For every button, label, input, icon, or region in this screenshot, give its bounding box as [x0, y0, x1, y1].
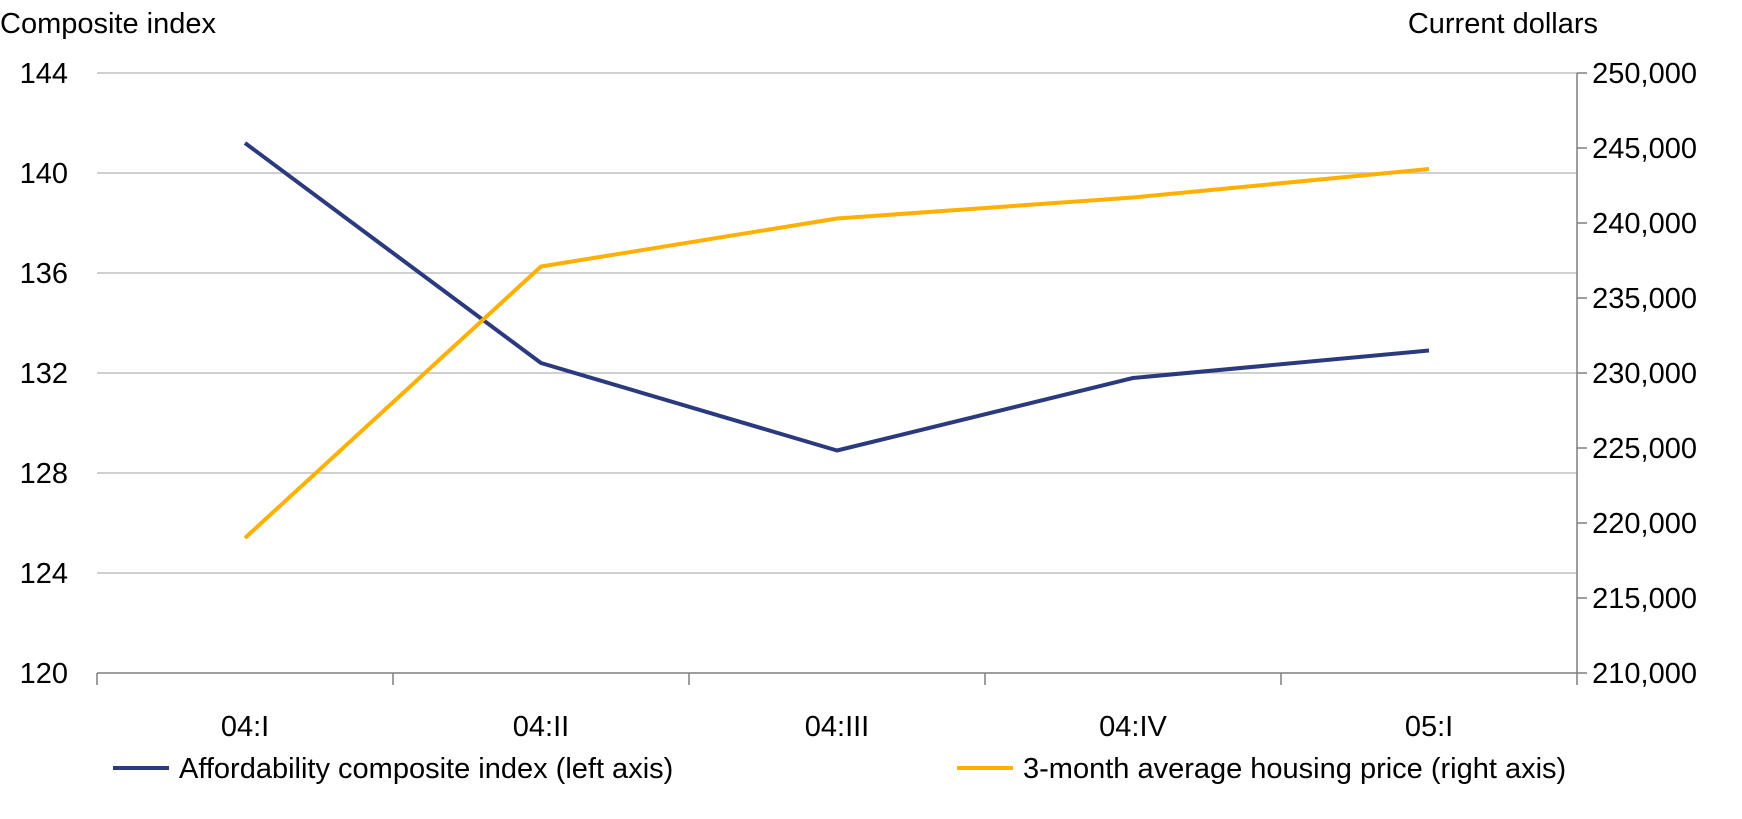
legend-label: Affordability composite index (left axis… — [179, 753, 673, 785]
right-tick-label: 225,000 — [1592, 433, 1697, 465]
left-tick-label: 128 — [20, 458, 68, 490]
x-axis-ticks: 04:I 04:II 04:III 04:IV 05:I — [96, 673, 1578, 743]
right-tick-label: 220,000 — [1592, 508, 1697, 540]
left-tick-label: 120 — [20, 658, 68, 690]
x-tick-label: 04:II — [513, 711, 569, 743]
left-tick-label: 124 — [20, 558, 68, 590]
right-axis-ticks: 210,000 215,000 220,000 225,000 230,000 235,0… — [1577, 58, 1697, 690]
x-tick-label: 04:III — [805, 711, 870, 743]
left-tick-label: 132 — [20, 358, 68, 390]
right-tick-label: 230,000 — [1592, 358, 1697, 390]
left-tick-label: 144 — [20, 58, 68, 90]
gridlines — [97, 72, 1577, 574]
right-tick-label: 210,000 — [1592, 658, 1697, 690]
left-tick-label: 140 — [20, 158, 68, 190]
left-tick-label: 136 — [20, 258, 68, 290]
x-tick-label: 05:I — [1405, 711, 1453, 743]
legend: Affordability composite index (left axis… — [113, 753, 1566, 785]
right-tick-label: 215,000 — [1592, 583, 1697, 615]
left-axis-ticks: 120 124 128 132 136 140 144 — [20, 58, 68, 690]
x-tick-label: 04:IV — [1099, 711, 1167, 743]
left-axis-title: Composite index — [0, 8, 216, 40]
right-tick-label: 235,000 — [1592, 283, 1697, 315]
right-tick-label: 240,000 — [1592, 208, 1697, 240]
series-line-2 — [243, 167, 1430, 540]
x-tick-label: 04:I — [221, 711, 269, 743]
right-tick-label: 245,000 — [1592, 133, 1697, 165]
right-tick-label: 250,000 — [1592, 58, 1697, 90]
series-line-1 — [243, 141, 1430, 453]
legend-label: 3-month average housing price (right axi… — [1023, 753, 1566, 785]
right-axis-title: Current dollars — [1408, 8, 1598, 40]
series-lines — [243, 141, 1430, 540]
